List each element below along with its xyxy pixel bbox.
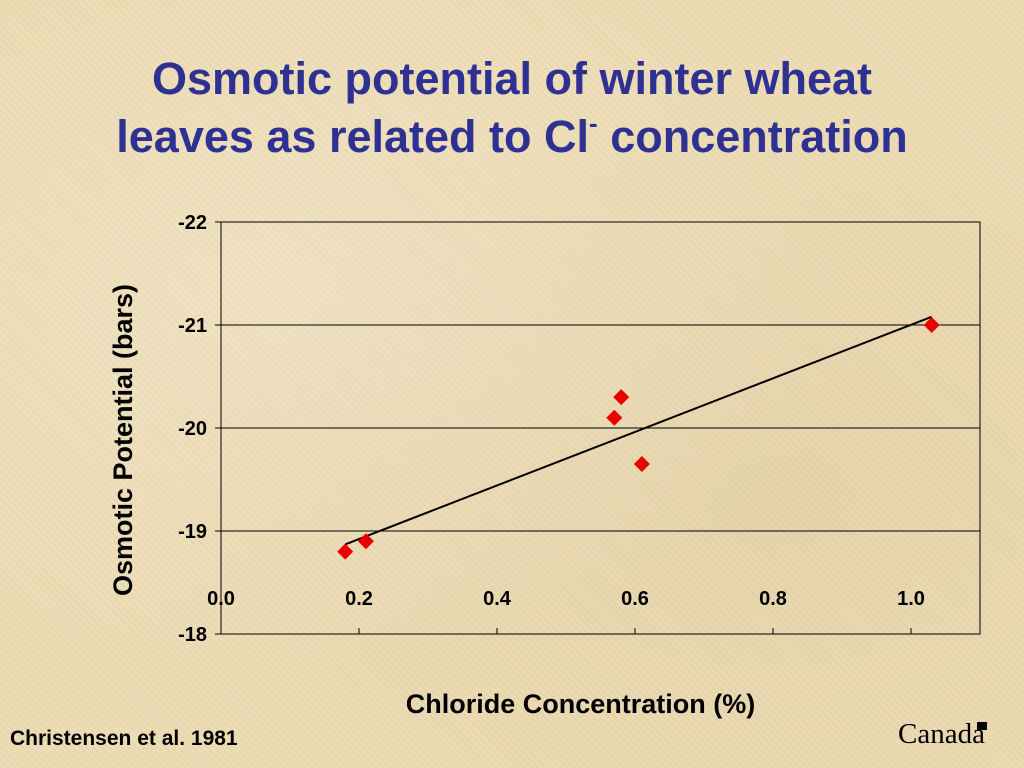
data-point-4 (633, 456, 650, 473)
x-tick-label-3: 0.6 (621, 588, 649, 610)
title-superscript: - (589, 108, 598, 138)
title-line-2: leaves as related to Cl- concentration (0, 108, 1024, 166)
y-tick-label-0: -22 (178, 212, 207, 234)
title-line-1: Osmotic potential of winter wheat (151, 53, 873, 104)
y-tick-label-2: -20 (178, 418, 207, 440)
x-tick-label-0: 0.0 (207, 588, 235, 610)
data-point-1 (357, 533, 374, 550)
x-axis-label: Chloride Concentration (%) (406, 689, 756, 719)
x-tick-label-2: 0.4 (483, 588, 512, 610)
x-tick-label-1: 0.2 (345, 588, 373, 610)
canada-wordmark: Canada (898, 718, 987, 751)
citation: Christensen et al. 1981 (10, 727, 238, 750)
data-point-3 (613, 389, 630, 406)
x-tick-label-5: 1.0 (897, 588, 925, 610)
title-line-2-main: leaves as related to Cl (116, 111, 590, 162)
title-line-2-end: concentration (597, 111, 908, 162)
x-tick-label-4: 0.8 (759, 588, 787, 610)
trendline (344, 315, 933, 546)
y-tick-label-4: -18 (178, 624, 207, 646)
canada-wordmark-text: Canada (898, 718, 985, 750)
flag-icon (976, 722, 987, 730)
y-tick-label-3: -19 (178, 521, 207, 543)
data-point-2 (606, 409, 623, 426)
slide-title: Osmotic potential of winter wheat leaves… (0, 50, 1024, 166)
data-point-5 (923, 317, 940, 333)
y-axis-label: Osmotic Potential (bars) (108, 284, 138, 596)
y-tick-label-1: -21 (178, 315, 207, 337)
data-point-0 (337, 543, 354, 560)
